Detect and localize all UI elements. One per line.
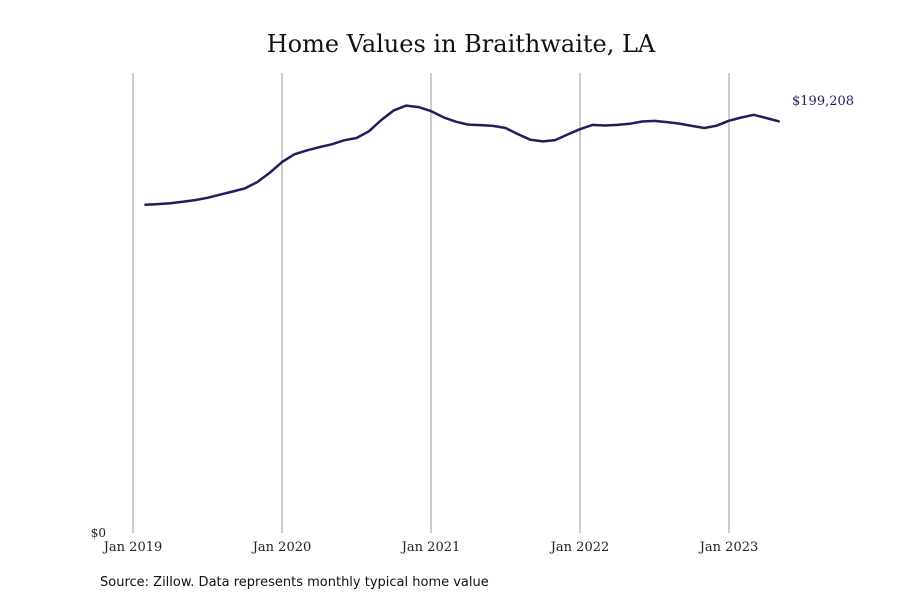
x-tick-label-2019-01: Jan 2019 (102, 540, 163, 555)
series-layer (144, 104, 780, 206)
vertical-gridlines (132, 73, 730, 533)
x-tick-label-2022-01: Jan 2022 (549, 540, 610, 555)
x-tick-label-2020-01: Jan 2020 (251, 540, 312, 555)
x-axis-tick-labels: Jan 2019 Jan 2020 Jan 2021 Jan 2022 Jan 2023 (102, 540, 759, 555)
x-tick-label-2021-01: Jan 2021 (400, 540, 461, 555)
latest-value-label: $199,208 (792, 94, 854, 109)
source-note: Source: Zillow. Data represents monthly … (100, 575, 489, 590)
chart-title: Home Values in Braithwaite, LA (267, 30, 656, 58)
x-tick-label-2023-01: Jan 2023 (698, 540, 759, 555)
y-axis-zero-label: $0 (91, 526, 106, 540)
series-line-0 (144, 104, 780, 206)
